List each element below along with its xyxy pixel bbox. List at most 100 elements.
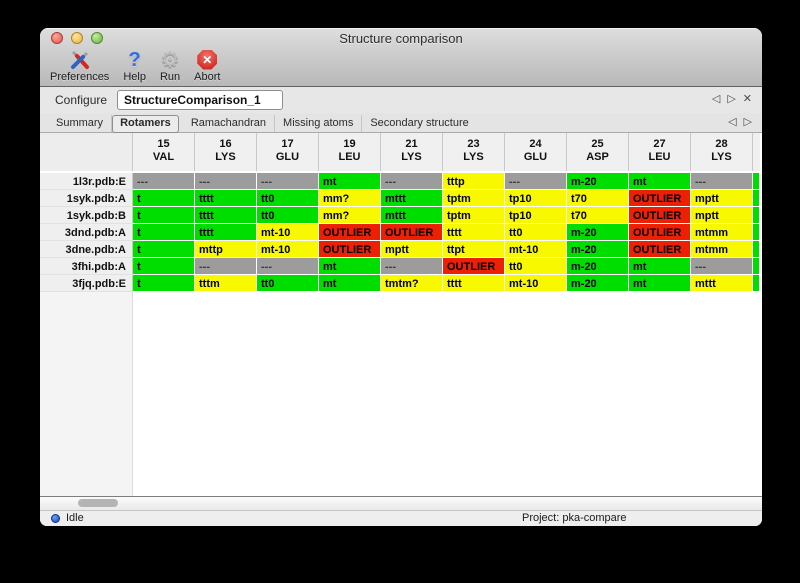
next-config-icon[interactable]: ▷ (727, 93, 736, 105)
rotamer-cell[interactable]: OUTLIER (443, 258, 505, 275)
rotamer-cell[interactable]: tptm (443, 190, 505, 207)
rotamer-cell[interactable]: tt0 (257, 207, 319, 224)
rotamer-cell[interactable]: t (133, 224, 195, 241)
rotamer-cell[interactable]: mt (629, 173, 691, 190)
prev-config-icon[interactable]: ◁ (711, 93, 721, 105)
rotamer-cell[interactable]: mtmm (691, 224, 753, 241)
rotamer-cell[interactable]: tp10 (505, 207, 567, 224)
rotamer-cell[interactable]: --- (381, 173, 443, 190)
rotamer-cell[interactable]: ttpt (443, 241, 505, 258)
rotamer-cell[interactable]: t70 (567, 207, 629, 224)
scrollbar-thumb[interactable] (78, 499, 118, 507)
rotamer-cell[interactable]: tttt (195, 190, 257, 207)
rotamer-cell[interactable]: OUTLIER (629, 241, 691, 258)
column-header-number: 19 (343, 138, 356, 150)
rotamer-cell[interactable]: t (133, 190, 195, 207)
prev-tab-icon[interactable]: ◁ (728, 116, 737, 128)
rotamer-cell[interactable]: OUTLIER (629, 190, 691, 207)
rotamer-cell[interactable]: --- (505, 173, 567, 190)
rotamer-cell[interactable]: tt0 (257, 190, 319, 207)
rotamer-cell[interactable]: mptt (381, 241, 443, 258)
rotamer-cell[interactable]: --- (381, 258, 443, 275)
abort-button[interactable]: ✕ Abort (194, 48, 220, 83)
preferences-button[interactable]: Preferences (50, 48, 109, 83)
close-config-icon[interactable]: ✕ (742, 93, 752, 105)
rotamer-cell-partial[interactable] (753, 241, 760, 258)
rotamer-cell[interactable]: mttp (195, 241, 257, 258)
rotamer-cell[interactable]: mttt (381, 190, 443, 207)
close-window-button[interactable] (51, 32, 63, 44)
rotamer-cell[interactable]: OUTLIER (629, 224, 691, 241)
rotamer-cell[interactable]: tp10 (505, 190, 567, 207)
rotamer-cell[interactable]: --- (691, 173, 753, 190)
next-tab-icon[interactable]: ▷ (743, 116, 752, 128)
minimize-window-button[interactable] (71, 32, 83, 44)
rotamer-cell[interactable]: mtmm (691, 241, 753, 258)
tab-summary[interactable]: Summary (48, 115, 113, 132)
rotamer-cell[interactable]: tmtm? (381, 275, 443, 292)
rotamer-cell-partial[interactable] (753, 258, 760, 275)
tab-secondary-structure[interactable]: Secondary structure (370, 117, 469, 129)
rotamer-cell[interactable]: mptt (691, 207, 753, 224)
horizontal-scrollbar[interactable] (40, 496, 762, 510)
rotamer-cell[interactable]: m-20 (567, 224, 629, 241)
rotamer-cell[interactable]: mt-10 (257, 224, 319, 241)
rotamer-cell[interactable]: mttt (381, 207, 443, 224)
rotamer-cell-partial[interactable] (753, 275, 760, 292)
rotamer-cell[interactable]: mm? (319, 190, 381, 207)
rotamer-cell-partial[interactable] (753, 173, 760, 190)
rotamer-cell[interactable]: mt-10 (505, 241, 567, 258)
title-bar[interactable]: Structure comparison (40, 28, 762, 48)
rotamer-cell[interactable]: tttm (195, 275, 257, 292)
rotamer-cell[interactable]: --- (257, 173, 319, 190)
rotamer-cell[interactable]: OUTLIER (319, 224, 381, 241)
rotamer-cell[interactable]: t (133, 207, 195, 224)
rotamer-cell[interactable]: tt0 (257, 275, 319, 292)
rotamer-cell[interactable]: t (133, 241, 195, 258)
tab-ramachandran[interactable]: Ramachandran (183, 115, 276, 132)
rotamer-cell[interactable]: OUTLIER (629, 207, 691, 224)
rotamer-cell[interactable]: tptm (443, 207, 505, 224)
rotamer-cell[interactable]: tttt (195, 207, 257, 224)
rotamer-cell-partial[interactable] (753, 224, 760, 241)
rotamer-cell[interactable]: m-20 (567, 258, 629, 275)
rotamer-cell[interactable]: tttp (443, 173, 505, 190)
rotamer-cell[interactable]: m-20 (567, 275, 629, 292)
help-button[interactable]: ? Help (123, 48, 146, 84)
configure-name-input[interactable] (117, 90, 284, 110)
rotamer-cell[interactable]: --- (257, 258, 319, 275)
column-header: 24 GLU (505, 133, 567, 171)
rotamer-cell-partial[interactable] (753, 190, 760, 207)
rotamer-cell[interactable]: t (133, 258, 195, 275)
rotamer-cell[interactable]: --- (691, 258, 753, 275)
rotamer-cell-partial[interactable] (753, 207, 760, 224)
rotamer-cell[interactable]: tt0 (505, 224, 567, 241)
rotamer-cell[interactable]: OUTLIER (381, 224, 443, 241)
rotamer-cell[interactable]: mm? (319, 207, 381, 224)
rotamer-cell[interactable]: tttt (195, 224, 257, 241)
rotamer-cell[interactable]: t70 (567, 190, 629, 207)
rotamer-cell[interactable]: --- (133, 173, 195, 190)
rotamer-cell[interactable]: mt (319, 173, 381, 190)
rotamer-cell[interactable]: tt0 (505, 258, 567, 275)
rotamer-cell[interactable]: mt (629, 258, 691, 275)
tab-missing-atoms[interactable]: Missing atoms (275, 115, 363, 132)
rotamer-cell[interactable]: tttt (443, 275, 505, 292)
rotamer-cell[interactable]: m-20 (567, 173, 629, 190)
zoom-window-button[interactable] (91, 32, 103, 44)
rotamer-cell[interactable]: mt (629, 275, 691, 292)
rotamer-cell[interactable]: mt-10 (505, 275, 567, 292)
tab-rotamers[interactable]: Rotamers (112, 115, 179, 133)
rotamer-cell[interactable]: t (133, 275, 195, 292)
rotamer-cell[interactable]: OUTLIER (319, 241, 381, 258)
run-button[interactable]: ⚙ Run (160, 48, 180, 83)
rotamer-cell[interactable]: mt (319, 258, 381, 275)
rotamer-cell[interactable]: mptt (691, 190, 753, 207)
rotamer-cell[interactable]: mttt (691, 275, 753, 292)
rotamer-cell[interactable]: --- (195, 258, 257, 275)
rotamer-cell[interactable]: mt-10 (257, 241, 319, 258)
rotamer-cell[interactable]: tttt (443, 224, 505, 241)
rotamer-cell[interactable]: m-20 (567, 241, 629, 258)
rotamer-cell[interactable]: mt (319, 275, 381, 292)
rotamer-cell[interactable]: --- (195, 173, 257, 190)
